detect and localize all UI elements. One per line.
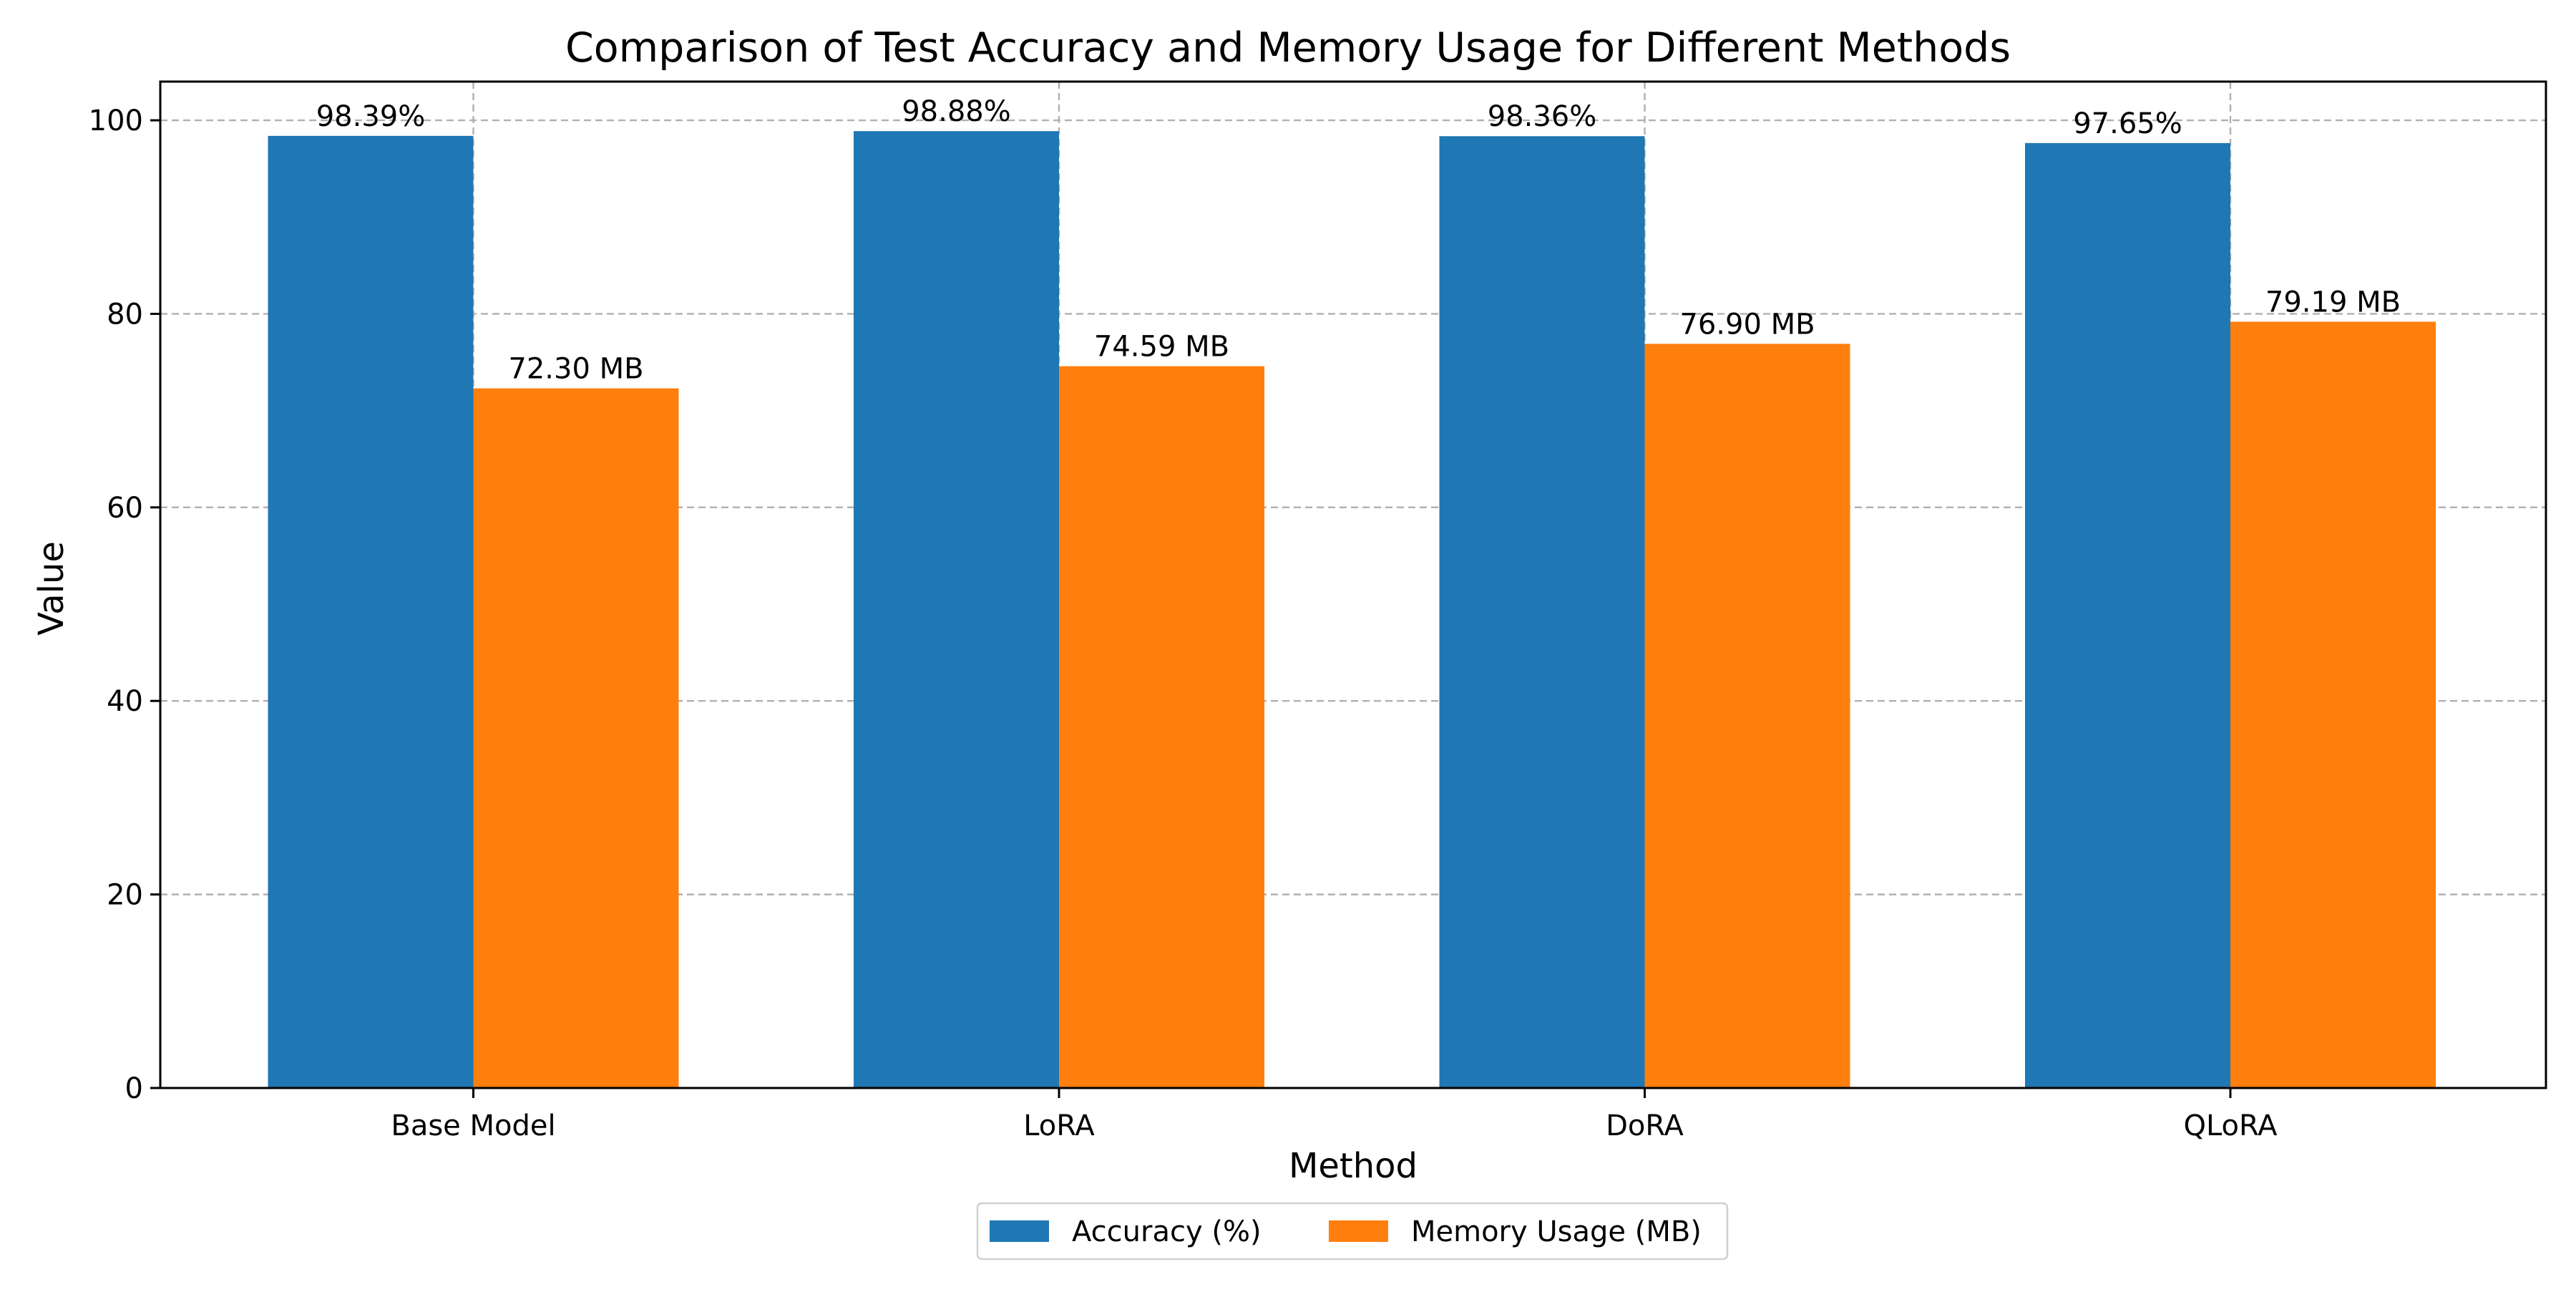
y-tick-label: 80 [107, 298, 143, 331]
bar [2025, 142, 2230, 1088]
bars [268, 131, 2436, 1089]
x-axis-ticks: Base Model LoRA DoRA QLoRA [391, 1088, 2278, 1142]
bar [854, 131, 1059, 1088]
chart-title: Comparison of Test Accuracy and Memory U… [565, 24, 2011, 72]
legend-swatch [1329, 1220, 1388, 1242]
x-tick-label: QLoRA [2183, 1109, 2278, 1142]
x-tick-label: Base Model [391, 1109, 555, 1142]
bar [1059, 366, 1264, 1088]
bar-value-label: 97.65% [2073, 107, 2182, 140]
y-axis-label: Value [31, 541, 72, 636]
bar-value-label: 98.88% [902, 95, 1011, 128]
plot-frame [159, 80, 2547, 1089]
y-tick-label: 60 [107, 492, 143, 525]
bar [268, 135, 474, 1088]
x-axis-label: Method [1289, 1146, 1418, 1186]
bar-value-label: 98.36% [1488, 100, 1597, 133]
y-tick-label: 20 [107, 879, 143, 912]
bar-value-label: 74.59 MB [1094, 331, 1229, 364]
y-axis-ticks: 0 20 40 60 80 100 [89, 105, 160, 1105]
bar [1439, 136, 1645, 1089]
legend-swatch [990, 1220, 1049, 1242]
y-tick-label: 40 [107, 685, 143, 718]
bar-value-label: 98.39% [316, 100, 426, 133]
y-tick-label: 0 [125, 1072, 143, 1105]
bar-value-labels: 98.39% 98.88% 98.36% 97.65% 72.30 MB 74.59 MB… [316, 95, 2401, 385]
x-tick-label: LoRA [1023, 1109, 1095, 1142]
bar [473, 388, 679, 1088]
legend-label: Memory Usage (MB) [1411, 1215, 1702, 1248]
legend-label: Accuracy (%) [1072, 1215, 1262, 1248]
legend: Accuracy (%) Memory Usage (MB) [976, 1202, 1729, 1261]
bar-value-label: 79.19 MB [2265, 286, 2401, 319]
bar [2230, 321, 2436, 1088]
y-tick-label: 100 [89, 105, 143, 137]
bar [1644, 344, 1850, 1089]
bar-value-label: 76.90 MB [1679, 308, 1815, 341]
x-tick-label: DoRA [1606, 1109, 1684, 1142]
bar-value-label: 72.30 MB [508, 353, 643, 386]
